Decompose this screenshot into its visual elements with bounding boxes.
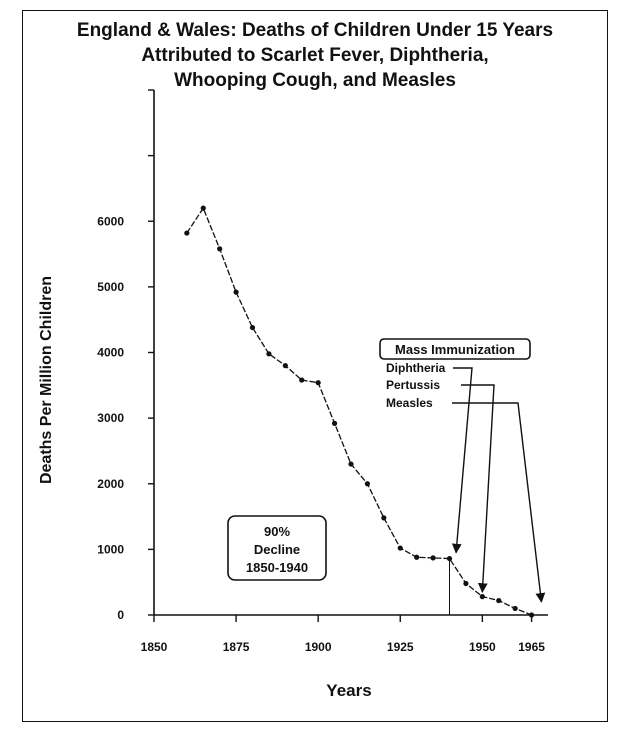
series-layer bbox=[184, 205, 535, 618]
decline-annotation-percent: 90% bbox=[264, 524, 290, 539]
immunization-arrows bbox=[451, 367, 546, 603]
decline-annotation-word: Decline bbox=[254, 542, 300, 557]
chart-title-line-1: England & Wales: Deaths of Children Unde… bbox=[76, 20, 554, 41]
data-point-1860 bbox=[184, 230, 190, 236]
data-point-1895 bbox=[299, 377, 305, 383]
tick-layer: 1850 1875 1900 1925 1950 1965 0 1000 2000 3000 400… bbox=[97, 89, 545, 654]
decline-annotation-range: 1850-1940 bbox=[246, 560, 308, 575]
data-point-1935 bbox=[430, 555, 436, 561]
x-tick-label-1850: 1850 bbox=[141, 640, 168, 654]
y-tick-label-6000: 6000 bbox=[97, 214, 124, 228]
pertussis-arrow bbox=[461, 384, 495, 594]
chart-title: England & Wales: Deaths of Children Unde… bbox=[22, 18, 608, 93]
x-tick-label-1875: 1875 bbox=[223, 640, 250, 654]
x-tick-label-1900: 1900 bbox=[305, 640, 332, 654]
x-tick-label-1950: 1950 bbox=[469, 640, 496, 654]
measles-arrow bbox=[452, 402, 546, 603]
x-tick-label-1965: 1965 bbox=[518, 640, 545, 654]
pertussis-label: Pertussis bbox=[386, 378, 440, 392]
data-point-1890 bbox=[282, 363, 288, 369]
diphtheria-arrow bbox=[451, 367, 473, 554]
data-point-1960 bbox=[512, 605, 518, 612]
y-axis-label: Deaths Per Million Children bbox=[38, 276, 55, 484]
chart-frame bbox=[22, 10, 608, 722]
measles-label: Measles bbox=[386, 396, 433, 410]
data-point-1905 bbox=[331, 420, 338, 426]
mass-immunization-label: Mass Immunization bbox=[395, 342, 515, 357]
data-point-1965 bbox=[528, 612, 535, 618]
data-point-1920 bbox=[381, 515, 387, 521]
data-point-1875 bbox=[233, 289, 239, 295]
mass-immunization-box bbox=[379, 338, 531, 360]
data-point-1870 bbox=[217, 246, 223, 252]
series-line-0 bbox=[186, 206, 532, 616]
x-tick-label-1925: 1925 bbox=[387, 640, 414, 654]
y-tick-label-5000: 5000 bbox=[97, 280, 124, 294]
data-point-1930 bbox=[414, 554, 420, 560]
data-point-1945 bbox=[463, 580, 469, 587]
data-point-1880 bbox=[249, 324, 256, 331]
chart-title-line-3: Whooping Cough, and Measles bbox=[174, 70, 456, 91]
data-point-1900 bbox=[315, 380, 321, 386]
data-point-1885 bbox=[266, 351, 272, 357]
diphtheria-label: Diphtheria bbox=[386, 361, 446, 375]
y-tick-label-0: 0 bbox=[117, 608, 124, 622]
chart-title-line-2: Attributed to Scarlet Fever, Diphtheria, bbox=[141, 45, 489, 66]
data-point-1910 bbox=[348, 461, 354, 467]
data-point-1955 bbox=[496, 597, 502, 604]
data-point-1925 bbox=[397, 545, 403, 551]
data-point-1950 bbox=[479, 594, 485, 600]
data-point-1865 bbox=[200, 205, 206, 211]
data-point-1915 bbox=[364, 481, 371, 487]
x-axis-label: Years bbox=[326, 681, 371, 700]
y-tick-label-2000: 2000 bbox=[97, 477, 124, 491]
y-tick-label-4000: 4000 bbox=[97, 346, 124, 360]
y-tick-label-1000: 1000 bbox=[97, 542, 124, 556]
y-tick-label-3000: 3000 bbox=[97, 411, 124, 425]
decline-annotation-box bbox=[227, 515, 327, 581]
